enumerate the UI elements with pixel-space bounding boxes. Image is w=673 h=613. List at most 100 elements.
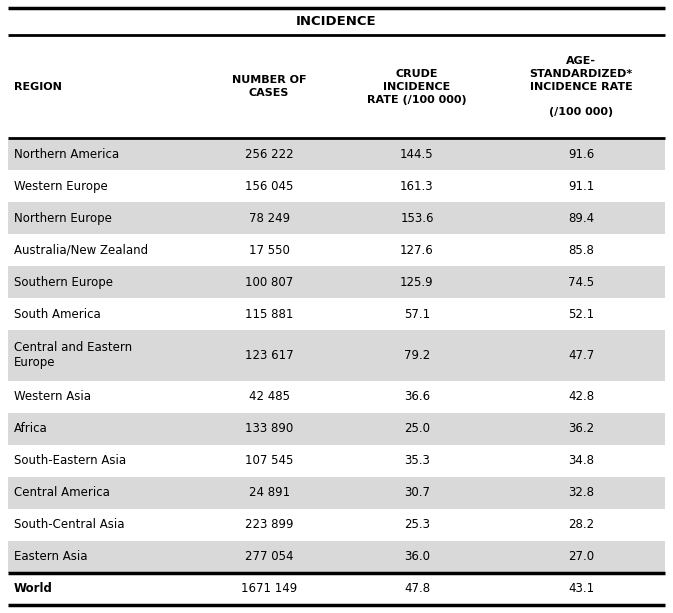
- Text: 79.2: 79.2: [404, 349, 430, 362]
- Bar: [202, 509, 336, 541]
- Text: South-Eastern Asia: South-Eastern Asia: [14, 454, 126, 467]
- Bar: [8, 299, 202, 330]
- Bar: [497, 509, 665, 541]
- Bar: [336, 138, 497, 170]
- Text: 35.3: 35.3: [404, 454, 430, 467]
- Bar: [497, 36, 665, 138]
- Bar: [8, 477, 202, 509]
- Text: 133 890: 133 890: [245, 422, 293, 435]
- Bar: [8, 138, 202, 170]
- Text: World: World: [14, 582, 53, 595]
- Text: 42.8: 42.8: [568, 390, 594, 403]
- Bar: [497, 330, 665, 381]
- Text: 43.1: 43.1: [568, 582, 594, 595]
- Text: 125.9: 125.9: [400, 276, 434, 289]
- Bar: [202, 477, 336, 509]
- Bar: [8, 234, 202, 266]
- Text: 123 617: 123 617: [245, 349, 293, 362]
- Text: 156 045: 156 045: [245, 180, 293, 192]
- Text: 78 249: 78 249: [248, 211, 289, 224]
- Bar: [202, 445, 336, 477]
- Text: 47.7: 47.7: [568, 349, 594, 362]
- Text: 17 550: 17 550: [249, 244, 289, 257]
- Text: 42 485: 42 485: [248, 390, 289, 403]
- Bar: [336, 330, 497, 381]
- Text: AGE-
STANDARDIZED*
INCIDENCE RATE

(/100 000): AGE- STANDARDIZED* INCIDENCE RATE (/100 …: [530, 56, 633, 117]
- Bar: [8, 36, 202, 138]
- Bar: [202, 541, 336, 573]
- Text: 107 545: 107 545: [245, 454, 293, 467]
- Bar: [8, 330, 202, 381]
- Bar: [202, 330, 336, 381]
- Bar: [336, 234, 497, 266]
- Text: Western Asia: Western Asia: [14, 390, 91, 403]
- Bar: [8, 445, 202, 477]
- Bar: [8, 413, 202, 445]
- Text: 127.6: 127.6: [400, 244, 434, 257]
- Text: 91.6: 91.6: [568, 148, 594, 161]
- Text: 89.4: 89.4: [568, 211, 594, 224]
- Bar: [202, 299, 336, 330]
- Text: 91.1: 91.1: [568, 180, 594, 192]
- Bar: [497, 234, 665, 266]
- Text: 25.3: 25.3: [404, 519, 430, 531]
- Bar: [497, 445, 665, 477]
- Text: 27.0: 27.0: [568, 550, 594, 563]
- Text: Africa: Africa: [14, 422, 48, 435]
- Text: 32.8: 32.8: [568, 486, 594, 500]
- Text: Northern America: Northern America: [14, 148, 119, 161]
- Bar: [8, 509, 202, 541]
- Text: 85.8: 85.8: [568, 244, 594, 257]
- Text: 36.2: 36.2: [568, 422, 594, 435]
- Bar: [202, 36, 336, 138]
- Text: INCIDENCE: INCIDENCE: [296, 15, 377, 28]
- Bar: [202, 381, 336, 413]
- Bar: [336, 509, 497, 541]
- Bar: [8, 266, 202, 299]
- Bar: [336, 541, 497, 573]
- Text: 57.1: 57.1: [404, 308, 430, 321]
- Bar: [202, 234, 336, 266]
- Bar: [202, 170, 336, 202]
- Text: 223 899: 223 899: [245, 519, 293, 531]
- Bar: [202, 573, 336, 605]
- Text: 28.2: 28.2: [568, 519, 594, 531]
- Bar: [8, 8, 665, 36]
- Text: Australia/New Zealand: Australia/New Zealand: [14, 244, 148, 257]
- Bar: [336, 299, 497, 330]
- Text: 144.5: 144.5: [400, 148, 434, 161]
- Text: Western Europe: Western Europe: [14, 180, 108, 192]
- Bar: [336, 36, 497, 138]
- Bar: [497, 573, 665, 605]
- Bar: [202, 413, 336, 445]
- Text: 52.1: 52.1: [568, 308, 594, 321]
- Bar: [497, 266, 665, 299]
- Bar: [8, 573, 202, 605]
- Text: Northern Europe: Northern Europe: [14, 211, 112, 224]
- Text: 161.3: 161.3: [400, 180, 434, 192]
- Bar: [336, 170, 497, 202]
- Text: South America: South America: [14, 308, 101, 321]
- Bar: [336, 477, 497, 509]
- Bar: [202, 202, 336, 234]
- Bar: [497, 202, 665, 234]
- Bar: [497, 138, 665, 170]
- Bar: [336, 202, 497, 234]
- Text: Southern Europe: Southern Europe: [14, 276, 113, 289]
- Text: 115 881: 115 881: [245, 308, 293, 321]
- Bar: [202, 266, 336, 299]
- Text: 47.8: 47.8: [404, 582, 430, 595]
- Bar: [336, 381, 497, 413]
- Text: CRUDE
INCIDENCE
RATE (/100 000): CRUDE INCIDENCE RATE (/100 000): [367, 69, 467, 105]
- Bar: [336, 573, 497, 605]
- Text: South-Central Asia: South-Central Asia: [14, 519, 125, 531]
- Bar: [497, 299, 665, 330]
- Text: 34.8: 34.8: [568, 454, 594, 467]
- Bar: [497, 477, 665, 509]
- Bar: [202, 138, 336, 170]
- Bar: [336, 413, 497, 445]
- Bar: [8, 202, 202, 234]
- Bar: [8, 381, 202, 413]
- Bar: [8, 170, 202, 202]
- Text: 100 807: 100 807: [245, 276, 293, 289]
